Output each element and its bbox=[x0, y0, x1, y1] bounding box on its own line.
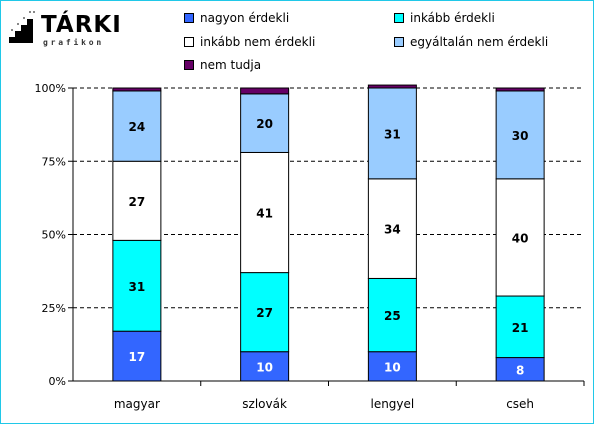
value-label: 24 bbox=[129, 120, 146, 134]
value-label: 8 bbox=[516, 363, 524, 377]
bar-segment bbox=[495, 178, 545, 297]
value-label: 10 bbox=[384, 360, 401, 374]
y-tick-label: 25% bbox=[42, 302, 66, 315]
logo-name: TÁRKI bbox=[41, 10, 122, 38]
bar-segment bbox=[367, 277, 417, 353]
value-label: 17 bbox=[129, 350, 146, 364]
y-tick-label: 0% bbox=[49, 375, 66, 388]
bar-segment bbox=[112, 87, 162, 92]
bar-segment bbox=[367, 351, 417, 382]
legend-label: nem tudja bbox=[200, 58, 262, 72]
value-label: 20 bbox=[256, 117, 273, 131]
bar-segment bbox=[112, 330, 162, 382]
tarki-logo: TÁRKI grafikon bbox=[9, 10, 122, 47]
value-label: 21 bbox=[512, 321, 529, 335]
y-tick-label: 50% bbox=[42, 229, 66, 242]
legend-label: nagyon érdekli bbox=[200, 11, 290, 25]
value-label: 27 bbox=[129, 195, 146, 209]
x-category-label: cseh bbox=[506, 397, 534, 411]
legend-item-egyaltalan-nem-erdekli: egyáltalán nem érdekli bbox=[394, 34, 548, 50]
legend-label: egyáltalán nem érdekli bbox=[410, 35, 549, 49]
bar-segment bbox=[495, 90, 545, 180]
y-tick-label: 100% bbox=[35, 82, 66, 95]
legend-swatch bbox=[394, 13, 404, 23]
value-label: 31 bbox=[129, 280, 146, 294]
bar-segment bbox=[367, 84, 417, 89]
legend-item-nagyon-erdekli: nagyon érdekli bbox=[184, 10, 289, 26]
x-category-label: magyar bbox=[114, 397, 160, 411]
bar-segment bbox=[367, 178, 417, 279]
bar-segment bbox=[240, 151, 290, 274]
legend-swatch bbox=[184, 60, 194, 70]
value-label: 30 bbox=[512, 129, 529, 143]
bar-segment bbox=[240, 87, 290, 95]
legend-item-inkabb-erdekli: inkább érdekli bbox=[394, 10, 495, 26]
bar-segment bbox=[112, 160, 162, 241]
legend-item-nem-tudja: nem tudja bbox=[184, 57, 261, 73]
bar-segment bbox=[495, 295, 545, 359]
legend-swatch bbox=[184, 13, 194, 23]
value-label: 40 bbox=[512, 231, 529, 245]
value-label: 10 bbox=[256, 360, 273, 374]
x-category-label: szlovák bbox=[242, 397, 287, 411]
x-category-label: lengyel bbox=[370, 397, 414, 411]
value-label: 25 bbox=[384, 309, 401, 323]
bar-segment bbox=[367, 87, 417, 180]
legend-label: inkább érdekli bbox=[410, 11, 495, 25]
legend-swatch bbox=[184, 37, 194, 47]
logo-subtitle: grafikon bbox=[43, 37, 104, 47]
stairs-icon bbox=[9, 11, 35, 43]
y-tick-label: 75% bbox=[42, 155, 66, 168]
legend-item-inkabb-nem-erdekli: inkább nem érdekli bbox=[184, 34, 315, 50]
bar-segment bbox=[495, 87, 545, 92]
value-label: 27 bbox=[256, 306, 273, 320]
value-label: 41 bbox=[256, 207, 273, 221]
bar-segment bbox=[240, 351, 290, 382]
value-label: 31 bbox=[384, 127, 401, 141]
bar-segment bbox=[112, 239, 162, 332]
legend-label: inkább nem érdekli bbox=[200, 35, 316, 49]
bar-segment bbox=[240, 93, 290, 153]
legend-swatch bbox=[394, 37, 404, 47]
value-label: 34 bbox=[384, 223, 401, 237]
